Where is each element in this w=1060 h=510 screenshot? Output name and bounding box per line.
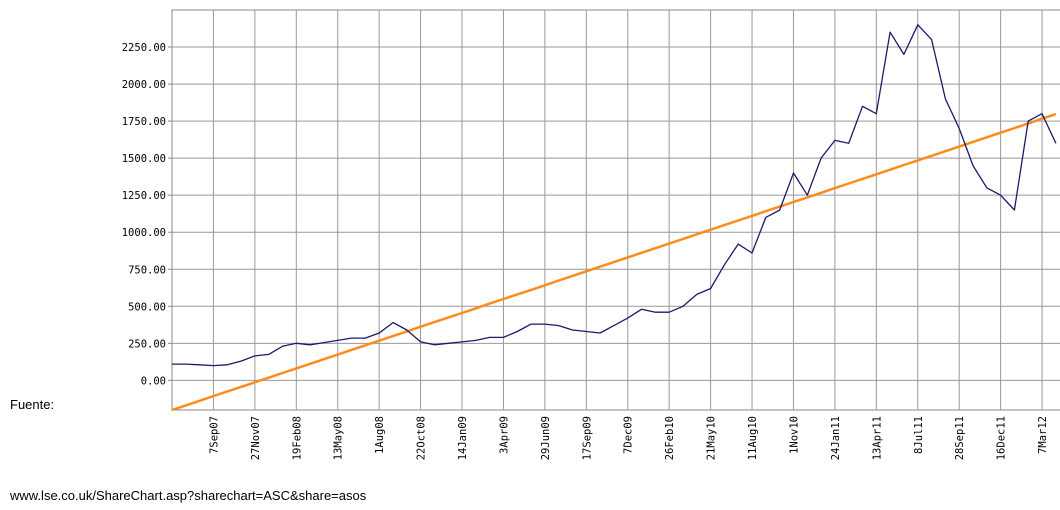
y-tick-label: 250.00 (128, 338, 166, 350)
source-label: Fuente: (10, 397, 54, 412)
x-tick-label: 24Jan11 (830, 416, 842, 460)
series-line (172, 24, 1057, 367)
y-tick-label: 1500.00 (122, 153, 166, 165)
x-tick-label: 17Sep09 (581, 416, 593, 460)
x-tick-label: 11Aug10 (747, 416, 759, 460)
x-tick-label: 3Apr09 (498, 416, 510, 454)
x-tick-label: 13May08 (333, 416, 345, 460)
y-tick-label: 750.00 (128, 264, 166, 276)
plot-area (171, 9, 1060, 411)
y-tick-label: 2250.00 (122, 42, 166, 54)
x-tick-label: 29Jun09 (540, 416, 552, 460)
x-tick-label: 7Mar12 (1037, 416, 1049, 454)
x-tick-label: 7Sep07 (208, 416, 220, 454)
series-line (171, 112, 1057, 412)
x-tick-label: 7Dec09 (623, 416, 635, 454)
x-tick-label: 13Apr11 (871, 416, 883, 460)
source-url: www.lse.co.uk/ShareChart.asp?sharechart=… (9, 488, 367, 503)
x-tick-label: 8Jul11 (913, 416, 925, 454)
x-tick-label: 27Nov07 (250, 416, 262, 460)
x-tick-label: 22Oct08 (416, 416, 428, 460)
y-tick-label: 2000.00 (122, 79, 166, 91)
y-tick-label: 0.00 (141, 375, 166, 387)
x-tick-label: 28Sep11 (954, 416, 966, 460)
y-tick-label: 1750.00 (122, 116, 166, 128)
x-tick-label: 16Dec11 (996, 416, 1008, 460)
x-tick-label: 14Jan09 (457, 416, 469, 460)
y-tick-label: 1250.00 (122, 190, 166, 202)
x-tick-label: 26Feb10 (664, 416, 676, 460)
x-tick-label: 1Nov10 (788, 416, 800, 454)
y-tick-label: 500.00 (128, 301, 166, 313)
y-tick-label: 1000.00 (122, 227, 166, 239)
x-tick-label: 19Feb08 (291, 416, 303, 460)
x-tick-label: 1Aug08 (374, 416, 386, 454)
x-tick-label: 21May10 (706, 416, 718, 460)
